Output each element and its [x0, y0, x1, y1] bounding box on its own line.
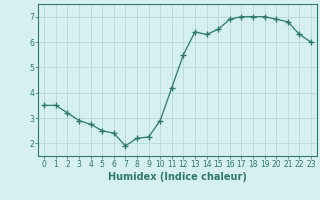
X-axis label: Humidex (Indice chaleur): Humidex (Indice chaleur)	[108, 172, 247, 182]
